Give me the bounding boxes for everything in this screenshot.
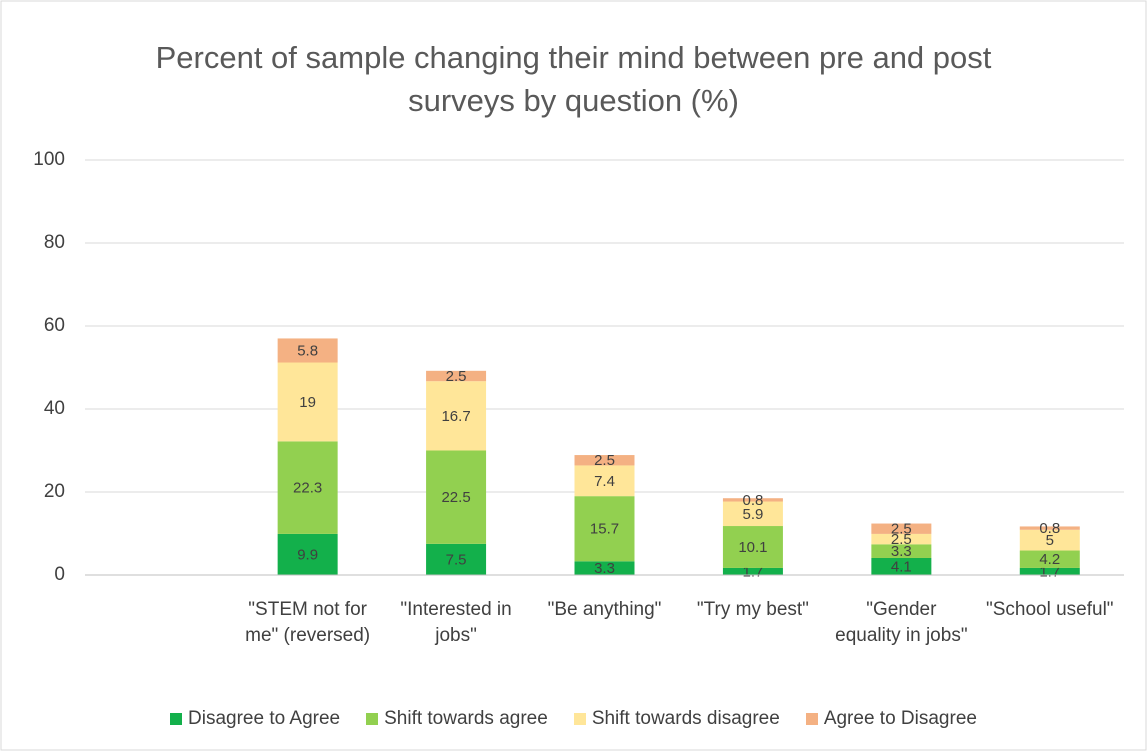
x-tick-label: "Interested in jobs" (400, 599, 512, 646)
data-label: 19 (299, 394, 316, 411)
bar-segment (277, 441, 338, 534)
bar-segment (1019, 567, 1080, 575)
data-label: 2.5 (594, 452, 615, 469)
data-label: 2.5 (446, 368, 467, 385)
legend-item: Shift towards agree (366, 708, 548, 730)
data-label: 3.3 (891, 543, 912, 560)
legend-label: Agree to Disagree (823, 708, 977, 729)
bar-segment (722, 526, 783, 568)
data-label: 5.9 (742, 506, 763, 523)
bar-segment (871, 523, 932, 534)
data-label: 22.3 (293, 480, 322, 497)
legend-label: Shift towards disagree (591, 708, 780, 729)
y-tick-label: 40 (44, 398, 65, 419)
bar-segment (426, 543, 487, 575)
data-label: 10.1 (738, 539, 767, 556)
data-label: 4.1 (891, 558, 912, 575)
bar-segment (722, 567, 783, 575)
bar-segment (871, 533, 932, 545)
bar-segment (426, 450, 487, 544)
title-box: Percent of sample changing their mind be… (0, 36, 1147, 123)
data-label: 2.5 (891, 531, 912, 548)
bar-segment (1019, 529, 1080, 551)
legend-label: Disagree to Agree (188, 708, 341, 729)
legend-item: Shift towards disagree (573, 708, 780, 730)
bar-segment (574, 561, 635, 575)
bar-segment (426, 381, 487, 451)
bar-segment (277, 533, 338, 575)
legend-swatch (805, 713, 818, 725)
data-label: 7.5 (446, 551, 467, 568)
x-tick-label: "Be anything" (547, 599, 662, 620)
y-tick-label: 60 (44, 315, 65, 336)
data-label: 2.5 (891, 521, 912, 538)
bar-segment (574, 465, 635, 497)
data-label: 9.9 (297, 546, 318, 563)
data-label: 7.4 (594, 473, 615, 490)
legend-label: Shift towards agree (384, 708, 548, 729)
legend-swatch (366, 713, 379, 725)
data-label: 22.5 (441, 489, 470, 506)
data-label: 15.7 (590, 521, 619, 538)
x-tick-label: "STEM not for me" (reversed) (245, 599, 371, 646)
data-label: 4.2 (1039, 551, 1060, 568)
chart-title: Percent of sample changing their mind be… (155, 40, 992, 119)
bar-segment (426, 370, 487, 382)
y-tick-label: 80 (44, 232, 65, 253)
data-label: 16.7 (441, 408, 470, 425)
legend: Disagree to Agree Shift towards agree Shif… (0, 708, 1147, 730)
data-label: 3.3 (594, 560, 615, 577)
x-tick-label: "Try my best" (696, 599, 809, 620)
bar-segment (277, 362, 338, 442)
bar-segment (722, 498, 783, 502)
bar-segment (277, 338, 338, 363)
x-tick-label: "Gender equality in jobs" (835, 599, 968, 646)
data-label: 0.8 (1039, 520, 1060, 537)
data-label: 5.8 (297, 342, 318, 359)
legend-swatch (170, 713, 183, 725)
y-tick-label: 100 (33, 149, 65, 170)
legend-swatch (573, 713, 586, 725)
bar-segment (574, 496, 635, 562)
bar-segment (1019, 550, 1080, 568)
data-label: 0.8 (742, 492, 763, 509)
y-tick-label: 20 (44, 481, 65, 502)
bar-segment (871, 557, 932, 575)
y-tick-label: 0 (54, 564, 65, 585)
legend-item: Agree to Disagree (805, 708, 977, 730)
bar-segment (1019, 526, 1080, 530)
legend-item: Disagree to Agree (170, 708, 340, 730)
data-label: 5 (1046, 532, 1054, 549)
bar-segment (871, 544, 932, 558)
bar-segment (574, 455, 635, 466)
x-tick-label: "School useful" (985, 599, 1114, 620)
bar-segment (722, 501, 783, 527)
